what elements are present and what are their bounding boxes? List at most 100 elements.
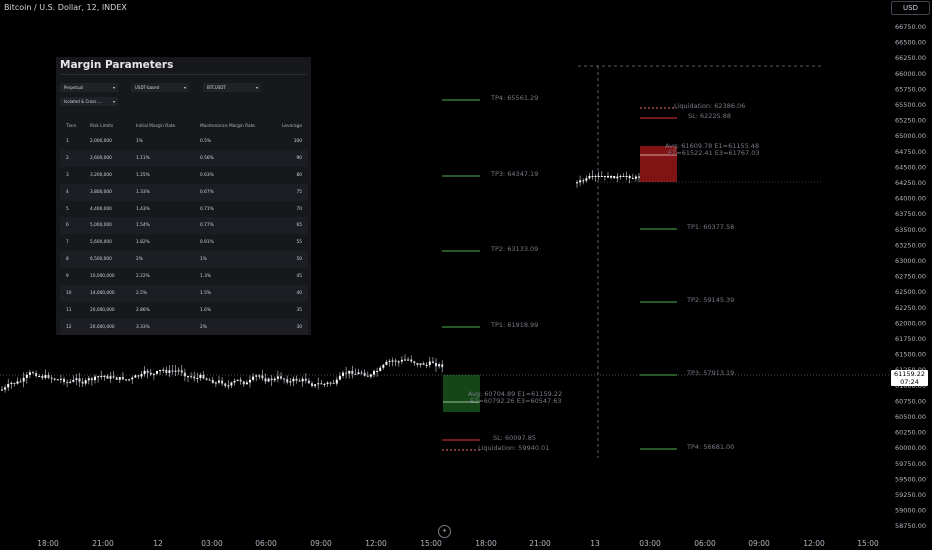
candle-body: [156, 371, 158, 374]
candle-body: [165, 369, 168, 373]
table-cell: 35: [296, 307, 302, 313]
short-sl-label: SL: 62225.88: [688, 112, 731, 120]
time-tick-label: 03:00: [201, 539, 223, 548]
table-cell: 1.82%: [136, 240, 150, 246]
candle-body: [208, 379, 211, 381]
candle-body: [187, 376, 189, 378]
candle-body: [320, 383, 323, 385]
long-tp3-label: TP3: 64347.19: [490, 170, 538, 178]
margin-tiers-table: Tiers Risk Limits Initial Margin Rate Ma…: [60, 119, 308, 335]
table-cell: 2%: [199, 318, 277, 335]
table-row: 8 6,500,000 2% 1% 50: [60, 251, 308, 269]
candle-body: [391, 360, 394, 362]
table-cell: 0.77%: [199, 217, 277, 235]
candle-body: [239, 379, 242, 382]
candle-body: [619, 176, 622, 177]
long-tp1-label: TP1: 61918.99: [490, 321, 538, 329]
time-tick-label: 15:00: [857, 539, 879, 548]
price-tick-label: 66500.00: [895, 39, 926, 47]
table-cell: 5: [66, 206, 69, 212]
table-cell: 6,500,000: [89, 251, 135, 269]
candle-body: [369, 374, 372, 377]
table-row: 2 2,600,000 1.11% 0.56% 90: [60, 149, 308, 167]
candle-body: [56, 379, 59, 381]
candle-body: [298, 380, 301, 382]
candle-body: [143, 370, 146, 374]
candle-body: [258, 375, 261, 377]
table-row: 11 20,000,000 2.86% 1.6% 35: [60, 302, 308, 319]
currency-button[interactable]: USD: [891, 1, 930, 15]
table-row: 4 3,800,000 1.33% 0.67% 75: [60, 183, 308, 201]
table-cell: 70: [296, 206, 302, 212]
candle-body: [323, 383, 326, 385]
tradingview-logo-icon[interactable]: ✦: [438, 525, 451, 538]
candle-body: [245, 382, 248, 385]
candle-body: [628, 176, 631, 179]
price-tick-label: 66000.00: [895, 70, 926, 78]
table-cell: 80: [296, 172, 302, 178]
candle-body: [159, 369, 162, 372]
candle-body: [50, 377, 53, 379]
table-cell: 1%: [136, 138, 143, 144]
chevron-down-icon: ▾: [112, 99, 115, 104]
candle-body: [357, 372, 360, 375]
price-tick-label: 60750.00: [895, 397, 926, 405]
time-axis[interactable]: 18:00 21:00 12 03:00 06:00 09:00 12:00 15:00 18:…: [37, 539, 879, 548]
candle-body: [115, 377, 118, 380]
long-entry-zone: [443, 375, 480, 412]
price-tick-label: 59000.00: [895, 507, 926, 515]
bar-countdown: 07:24: [900, 378, 919, 386]
time-tick-label: 06:00: [255, 539, 277, 548]
contract-type-dropdown[interactable]: Perpetual ▾: [60, 83, 118, 92]
long-tp4-label: TP4: 65561.29: [490, 94, 538, 102]
dropdown-value: Isolated & Cross ...: [64, 99, 102, 104]
candle-body: [307, 380, 310, 384]
short-tp1-label: TP1: 60377.58: [686, 223, 734, 231]
candle-body: [131, 377, 134, 380]
candle-body: [97, 376, 100, 378]
candle-body: [428, 361, 431, 365]
dropdown-value: Perpetual: [64, 85, 84, 90]
price-tick-label: 62500.00: [895, 288, 926, 296]
dropdown-value: BTCUSDT: [207, 85, 226, 90]
table-cell: 2.5%: [135, 285, 199, 302]
candle-body: [227, 385, 230, 387]
candle-body: [363, 372, 366, 376]
price-axis[interactable]: 66750.00 66500.00 66250.00 66000.00 65750.00…: [895, 23, 926, 530]
table-cell: 4: [60, 183, 89, 201]
settlement-dropdown[interactable]: USDT-based ▾: [131, 83, 189, 92]
candle-body: [329, 382, 332, 384]
candle-body: [354, 373, 357, 375]
candle-body: [419, 363, 422, 365]
table-cell: 1.43%: [136, 206, 150, 212]
price-tick-label: 60000.00: [895, 444, 926, 452]
table-cell: 0.5%: [200, 138, 211, 144]
candle-body: [140, 373, 143, 377]
table-cell: 5,000,000: [89, 217, 135, 235]
candle-body: [264, 378, 267, 382]
candle-body: [382, 364, 385, 368]
candle-body: [397, 361, 400, 363]
time-tick-label: 21:00: [529, 539, 551, 548]
table-cell: 1.25%: [136, 172, 150, 178]
candle-body: [366, 375, 369, 377]
candle-body: [292, 378, 295, 382]
candle-body: [22, 377, 25, 382]
candle-body: [286, 379, 289, 383]
candle-body: [413, 361, 416, 364]
candle-body: [332, 382, 335, 384]
candle-body: [431, 361, 434, 363]
candle-body: [373, 371, 375, 375]
candle-body: [252, 376, 255, 380]
candle-body: [72, 379, 75, 382]
candle-body: [394, 360, 397, 362]
table-row: 7 5,600,000 1.82% 0.91% 55: [60, 234, 308, 251]
symbol-title[interactable]: Bitcoin / U.S. Dollar, 12, INDEX: [4, 3, 127, 12]
candle-body: [280, 376, 282, 379]
candle-body: [591, 176, 594, 177]
candle-body: [338, 375, 341, 380]
margin-mode-dropdown[interactable]: Isolated & Cross ... ▾: [60, 97, 118, 106]
candle-body: [385, 361, 388, 365]
table-row: 5 4,400,000 1.43% 0.71% 70: [60, 201, 308, 218]
symbol-dropdown[interactable]: BTCUSDT ▾: [203, 83, 261, 92]
